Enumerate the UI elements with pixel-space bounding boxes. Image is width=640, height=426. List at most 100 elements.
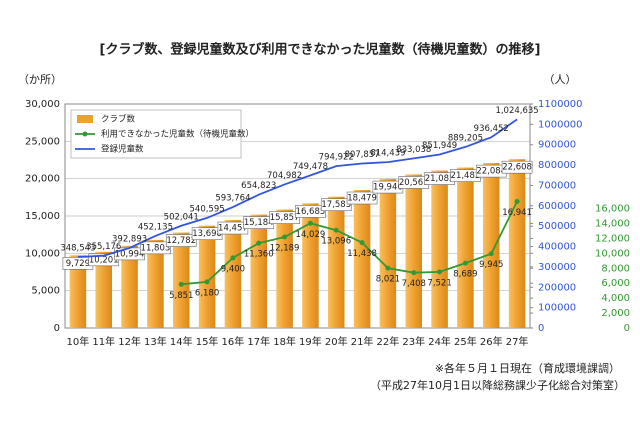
tick-label: 300000 <box>538 262 576 273</box>
value-label-box <box>320 198 352 212</box>
tick-label: 8,000 <box>601 263 630 274</box>
point <box>359 240 365 246</box>
x-tick-label: 19年 <box>299 335 322 348</box>
value-label: 11,803 <box>141 243 171 253</box>
value-label: 794,922 <box>319 153 354 163</box>
bar <box>69 255 87 328</box>
x-tick-label: 15年 <box>196 335 219 348</box>
value-label: 13,698 <box>192 229 222 239</box>
x-tick-label: 16年 <box>222 335 245 348</box>
legend-label: 利用できなかった児童数（待機児童数） <box>101 129 254 140</box>
x-tick-label: 14年 <box>170 335 193 348</box>
bar <box>224 220 242 328</box>
value-label: 452,135 <box>138 222 173 232</box>
point <box>411 270 417 276</box>
x-tick-label: 21年 <box>351 335 374 348</box>
value-label-box <box>501 160 533 174</box>
value-label: 889,205 <box>448 133 483 143</box>
value-label: 19,946 <box>373 183 403 193</box>
value-label: 5,851 <box>169 291 193 301</box>
legend-label: 登録児童数 <box>101 144 144 155</box>
tick-label: 1000000 <box>538 119 583 130</box>
tick-label: 700000 <box>538 180 576 191</box>
tick-label: 400000 <box>538 242 576 253</box>
x-tick-label: 26年 <box>480 335 503 348</box>
point <box>204 279 210 285</box>
value-label-box <box>140 241 171 255</box>
value-label: 16,941 <box>502 208 532 218</box>
tick-label: 0 <box>624 323 630 334</box>
value-label: 7,408 <box>402 279 426 289</box>
line <box>77 118 518 258</box>
value-label: 10,994 <box>115 249 145 259</box>
x-tick-label: 10年 <box>67 335 90 348</box>
legend-swatch <box>77 115 93 123</box>
value-label-box <box>165 234 197 247</box>
point <box>333 227 339 233</box>
tick-label: 25,000 <box>25 136 60 147</box>
point <box>385 265 391 271</box>
tick-label: 16,000 <box>595 204 630 215</box>
point <box>230 255 236 261</box>
value-label: 1,024,635 <box>495 106 538 116</box>
tick-label: 1100000 <box>538 99 583 110</box>
tick-label: 10,000 <box>25 248 60 259</box>
value-label: 540,595 <box>190 204 225 214</box>
x-tick-label: 13年 <box>144 335 167 348</box>
value-label: 6,180 <box>195 288 219 298</box>
bar <box>457 167 474 328</box>
legend-label: クラブ数 <box>101 114 136 125</box>
tick-label: 15,000 <box>25 211 60 222</box>
value-label: 15,184 <box>244 218 274 228</box>
bar <box>147 239 164 328</box>
value-label: 21,482 <box>451 171 481 181</box>
x-tick-label: 18年 <box>273 335 296 348</box>
tick-label: 10,000 <box>595 248 630 259</box>
value-label: 16,685 <box>296 207 326 217</box>
value-label: 7,521 <box>427 278 451 288</box>
value-label: 593,764 <box>215 194 250 204</box>
point <box>178 281 184 287</box>
value-label: 22,608 <box>502 163 532 173</box>
x-tick-label: 20年 <box>325 335 348 348</box>
value-label: 502,041 <box>164 212 199 222</box>
plot-frame <box>64 103 531 329</box>
value-label-box <box>346 191 378 205</box>
value-label: 936,452 <box>474 124 509 134</box>
note: ※各年５月１日現在（育成環境課調） <box>435 361 620 375</box>
value-label: 18,479 <box>347 194 377 204</box>
value-label: 11,438 <box>347 249 377 259</box>
point <box>307 220 313 226</box>
note: （平成27年10月1日以降総務課少子化総合対策室） <box>370 378 625 392</box>
chart-title: [クラブ数、登録児童数及び利用できなかった児童数（待機児童数）の推移] <box>100 42 541 58</box>
tick-label: 5,000 <box>31 286 60 297</box>
value-label: 807,857 <box>345 150 380 160</box>
tick-label: 500000 <box>538 221 576 232</box>
value-label: 8,021 <box>376 275 400 285</box>
tick-label: 20,000 <box>25 174 60 185</box>
value-label: 654,823 <box>241 181 276 191</box>
value-label: 749,478 <box>293 162 328 172</box>
tick-label: 900000 <box>538 140 576 151</box>
tick-label: 100000 <box>538 303 576 314</box>
tick-label: 0 <box>538 323 544 334</box>
bar <box>302 203 319 328</box>
value-label: 355,176 <box>86 242 121 252</box>
tick-label: 14,000 <box>595 218 630 229</box>
x-tick-label: 25年 <box>454 335 477 348</box>
bar <box>327 196 345 328</box>
point <box>256 240 262 246</box>
bar <box>431 170 448 328</box>
point <box>462 260 468 266</box>
bar <box>482 163 500 328</box>
bar <box>95 251 113 328</box>
line <box>181 201 518 286</box>
legend-box <box>70 109 242 159</box>
point <box>282 234 288 240</box>
value-label: 392,893 <box>112 234 147 244</box>
bar <box>172 232 190 328</box>
bar <box>353 190 371 328</box>
tick-label: 12,000 <box>595 233 630 244</box>
value-label: 704,982 <box>267 171 302 181</box>
